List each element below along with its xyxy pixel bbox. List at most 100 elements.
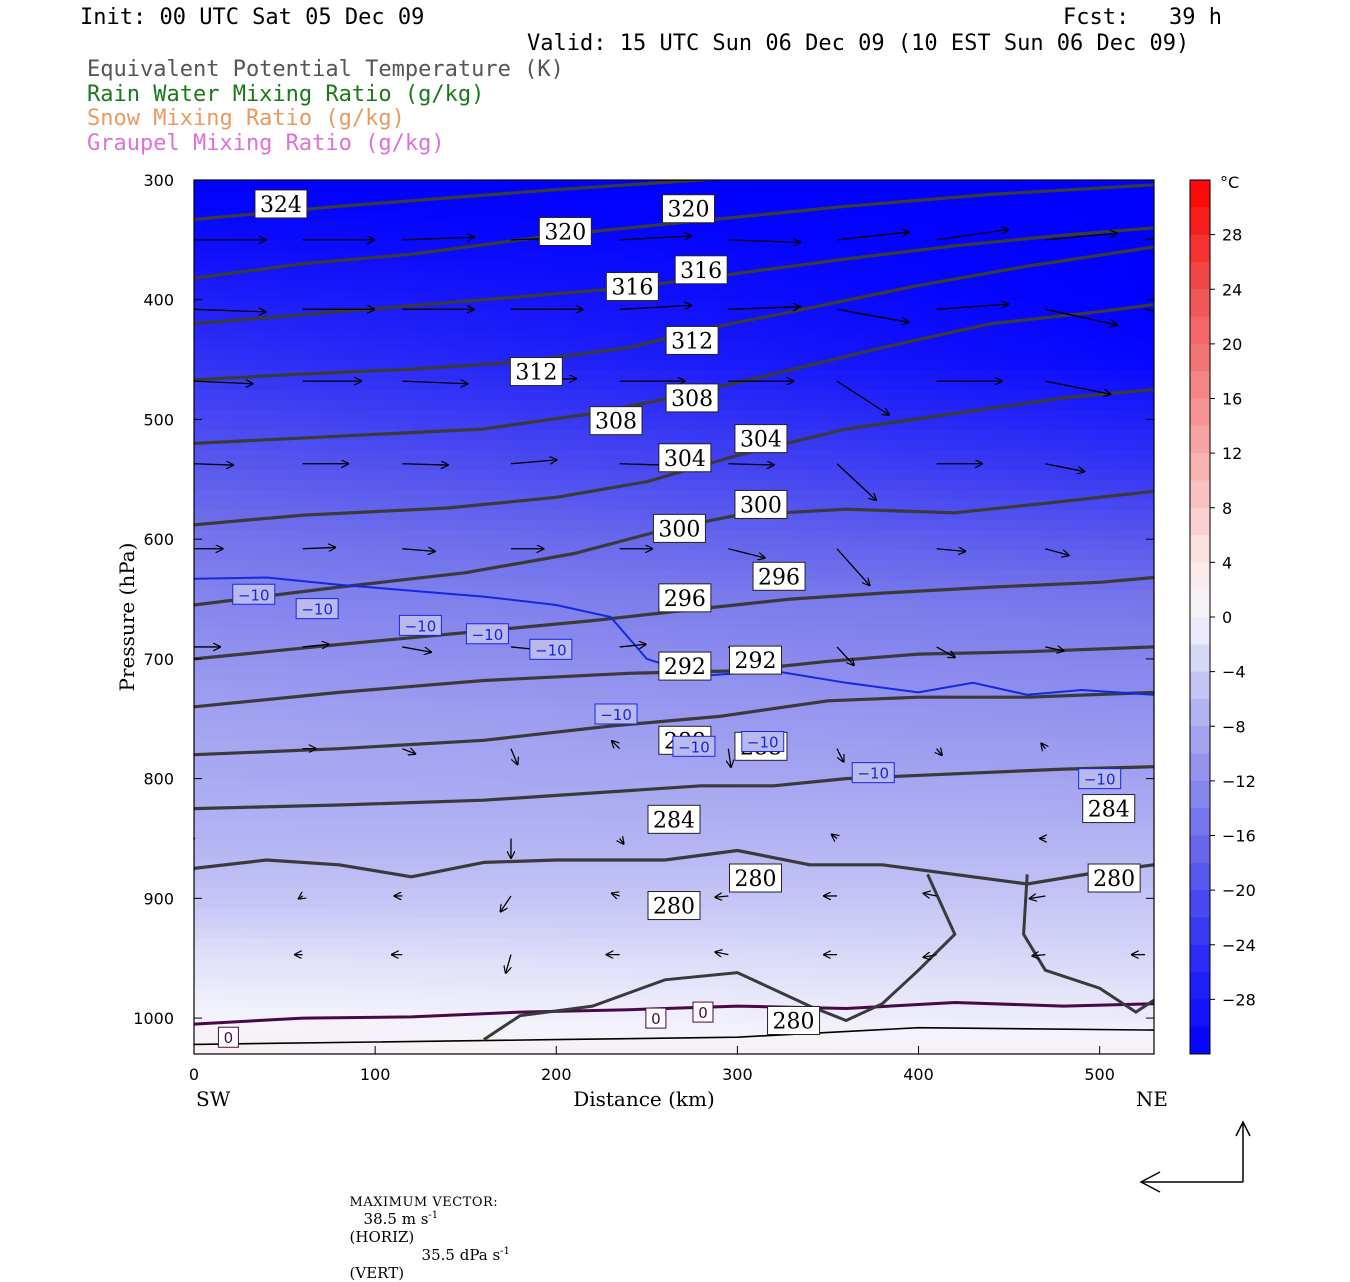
colorbar-label: 24 (1222, 280, 1242, 299)
colorbar-segment (1190, 425, 1210, 454)
colorbar-segment (1190, 562, 1210, 591)
label-box (647, 804, 701, 834)
label-text: 280 (653, 895, 695, 920)
label-text: 316 (680, 259, 722, 284)
wind-vector (728, 307, 800, 310)
colorbar-label: 8 (1222, 499, 1232, 518)
temperature-band (194, 857, 1154, 869)
wind-vector (620, 838, 624, 843)
wind-vector (836, 380, 889, 415)
x-end-label-right: NE (1136, 1087, 1168, 1111)
y-tick-label: 400 (143, 291, 174, 310)
colorbar-segment (1190, 999, 1210, 1028)
temperature-band (194, 289, 1154, 301)
temperature-band (194, 618, 1154, 630)
temperature-band (194, 309, 1154, 321)
temperature-band (194, 867, 1154, 879)
label-text: −10 (238, 586, 270, 604)
label-text: 0 (698, 1004, 708, 1022)
label-box (767, 1005, 821, 1035)
theta-e-label: 308 (589, 406, 643, 436)
temperature-band (194, 987, 1154, 999)
x-tick-label: 0 (189, 1065, 199, 1084)
theta-e-contour-320 (194, 183, 1154, 280)
colorbar-segment (1190, 289, 1210, 318)
temperature-band (194, 638, 1154, 650)
label-text: −10 (301, 601, 333, 619)
max-horiz-value: 38.5 m s (363, 1210, 429, 1228)
wind-vector (936, 304, 1009, 310)
theta-e-contour-296 (194, 575, 1154, 661)
temperature-band (194, 299, 1154, 311)
temperature-band (194, 259, 1154, 271)
wind-vector (937, 749, 942, 756)
colorbar-segment (1190, 780, 1210, 809)
temperature-band (194, 967, 1154, 979)
theta-e-label: 320 (661, 194, 715, 224)
theta-e-label: 300 (652, 513, 706, 543)
max-vert-value: 35.5 dPa s (421, 1246, 501, 1264)
colorbar-label: 4 (1222, 553, 1232, 572)
temperature-band (194, 947, 1154, 959)
wind-vector (1045, 463, 1084, 472)
wind-vectors (194, 229, 1154, 972)
wind-vector (1045, 380, 1110, 394)
label-text: −10 (747, 734, 779, 752)
wind-vector (302, 644, 329, 647)
temperature-band (194, 837, 1154, 849)
temperature-band (194, 249, 1154, 261)
wind-vector (1045, 647, 1063, 651)
wind-vector (1032, 955, 1046, 956)
zero-label: 0 (645, 1007, 667, 1029)
temperature-band (194, 977, 1154, 989)
label-box (729, 645, 783, 675)
label-text: 284 (653, 808, 695, 833)
temperature-band (194, 488, 1154, 500)
label-box (1087, 863, 1141, 893)
wind-vector (402, 646, 431, 652)
label-box (752, 561, 806, 591)
colorbar-segment (1190, 480, 1210, 509)
label-text: 292 (735, 649, 777, 674)
temperature-band (194, 688, 1154, 700)
label-text: 304 (664, 447, 706, 472)
temperature-band (194, 568, 1154, 580)
label-text: −10 (678, 738, 710, 756)
wind-vector (402, 381, 467, 384)
theta-e-label: 296 (752, 561, 806, 591)
colorbar-segment (1190, 917, 1210, 946)
colorbar-label: 12 (1222, 444, 1242, 463)
theta-e-label: 280 (647, 891, 701, 921)
label-box (851, 762, 895, 784)
label-text: 316 (611, 276, 653, 301)
field-label-rain: Rain Water Mixing Ratio (g/kg) (87, 82, 485, 107)
label-text: −10 (857, 765, 889, 783)
label-text: 0 (651, 1010, 661, 1028)
theta-e-contour-280-right (1022, 874, 1154, 1014)
wind-vector (936, 549, 966, 552)
label-text: 292 (664, 655, 706, 680)
label-box (538, 216, 592, 246)
theta-e-label: 324 (254, 189, 308, 219)
temp-label: −10 (232, 583, 276, 605)
temperature-band (194, 718, 1154, 730)
temp-label: −10 (1078, 768, 1122, 790)
label-box (509, 357, 563, 387)
surface-contour (194, 1026, 1154, 1046)
colorbar-segment (1190, 343, 1210, 372)
theta-e-label: 296 (658, 583, 712, 613)
theta-e-label: 284 (1082, 794, 1136, 824)
label-text: 284 (1088, 798, 1130, 823)
temperature-band (194, 1047, 1154, 1054)
y-tick-label: 800 (143, 770, 174, 789)
label-box (1082, 794, 1136, 824)
theta-e-label: 312 (509, 357, 563, 387)
wind-vector (715, 952, 729, 955)
wind-vector (194, 309, 266, 312)
temperature-band (194, 1029, 1154, 1037)
theta-e-label: 280 (767, 1005, 821, 1035)
label-box (652, 513, 706, 543)
label-box (605, 272, 659, 302)
wind-vector (836, 232, 909, 241)
label-box (465, 623, 509, 645)
